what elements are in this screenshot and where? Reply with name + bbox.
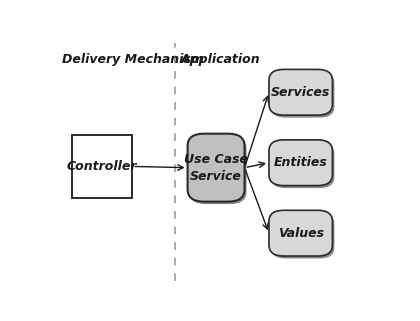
- Text: Application: Application: [181, 53, 261, 66]
- Text: Delivery Mechanism: Delivery Mechanism: [62, 53, 204, 66]
- Text: Values: Values: [278, 227, 324, 240]
- Text: Controller: Controller: [67, 160, 137, 173]
- Text: Services: Services: [271, 86, 331, 99]
- Text: Use Case
Service: Use Case Service: [184, 153, 248, 183]
- FancyBboxPatch shape: [269, 140, 333, 186]
- FancyBboxPatch shape: [189, 136, 247, 204]
- FancyBboxPatch shape: [271, 213, 334, 258]
- FancyBboxPatch shape: [271, 72, 334, 117]
- FancyBboxPatch shape: [269, 69, 333, 115]
- Text: Entities: Entities: [274, 156, 328, 169]
- FancyBboxPatch shape: [269, 210, 333, 256]
- FancyBboxPatch shape: [72, 135, 132, 198]
- FancyBboxPatch shape: [188, 134, 244, 202]
- FancyBboxPatch shape: [271, 142, 334, 188]
